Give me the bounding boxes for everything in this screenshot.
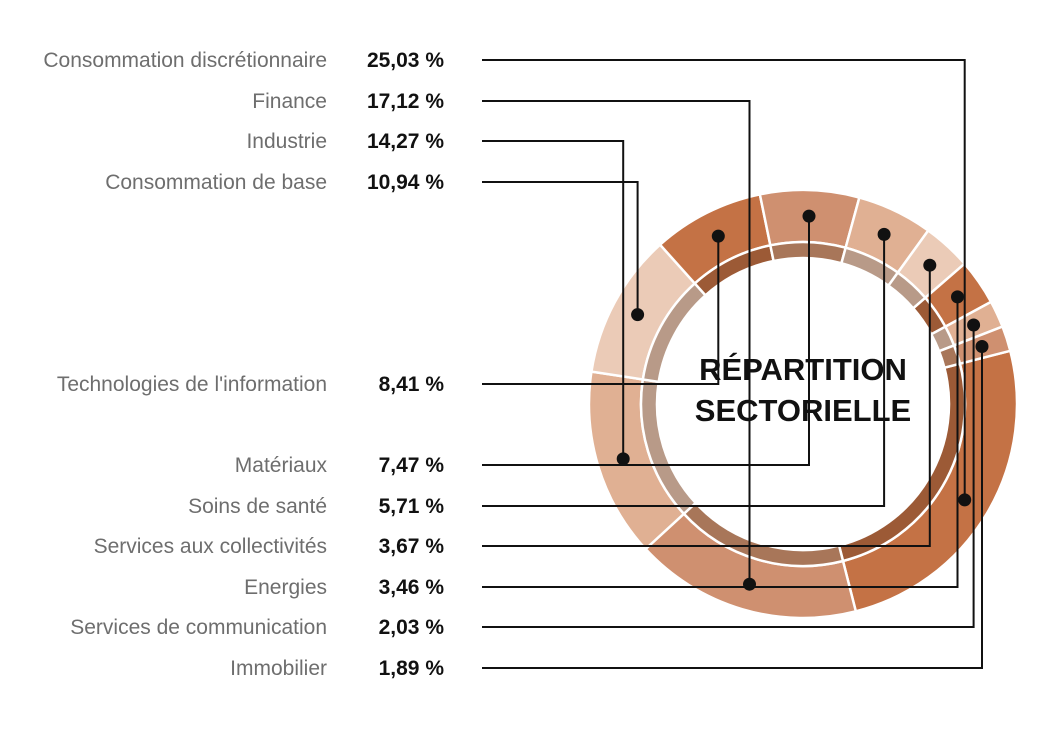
value-label: 5,71 % <box>379 495 445 518</box>
segment-marker-dot <box>616 452 630 466</box>
category-label: Consommation discrétionnaire <box>43 49 327 72</box>
leader-line <box>482 59 966 500</box>
leader-line <box>482 234 886 507</box>
value-label: 8,41 % <box>379 373 445 396</box>
donut-inner-segment <box>937 343 962 370</box>
value-label: 17,12 % <box>367 90 444 113</box>
chart-title-line-1: RÉPARTITION <box>699 352 907 387</box>
leader-line <box>482 325 975 628</box>
segment-marker-dot <box>951 290 964 304</box>
value-label: 14,27 % <box>367 130 444 153</box>
segment-marker-dot <box>967 318 981 332</box>
value-label: 25,03 % <box>367 49 444 72</box>
donut-inner-segment <box>768 240 848 265</box>
category-label: Soins de santé <box>188 495 327 518</box>
segment-marker-dot <box>631 308 645 322</box>
leader-lines <box>482 59 989 669</box>
category-label: Services de communication <box>70 616 327 639</box>
value-label: 3,46 % <box>379 576 445 599</box>
segment-marker-dot <box>975 340 989 353</box>
leader-line <box>482 265 931 547</box>
leader-line <box>482 140 625 459</box>
category-label: Matériaux <box>235 454 328 477</box>
segment-marker-dot <box>711 229 725 243</box>
segment-marker-dot <box>743 577 756 591</box>
leader-line <box>482 100 751 585</box>
segment-marker-dot <box>958 493 972 507</box>
value-label: 3,67 % <box>379 535 445 558</box>
category-label: Services aux collectivités <box>94 535 327 558</box>
category-label: Immobilier <box>230 657 327 680</box>
value-label: 1,89 % <box>379 657 445 680</box>
category-label: Consommation de base <box>105 171 327 194</box>
value-label: 2,03 % <box>379 616 445 639</box>
chart-title-line-2: SECTORIELLE <box>695 393 911 428</box>
value-label: 7,47 % <box>379 454 445 477</box>
leader-line <box>482 296 959 588</box>
category-label: Energies <box>244 576 327 599</box>
category-label: Technologies de l'information <box>57 373 327 396</box>
donut-segment <box>587 370 686 551</box>
leader-line <box>482 346 983 669</box>
category-labels: Consommation discrétionnaire 25,03 % Finan… <box>43 49 444 680</box>
segment-marker-dot <box>877 227 891 241</box>
category-label: Finance <box>252 90 327 113</box>
segment-marker-dot <box>802 209 816 223</box>
leader-line <box>482 236 720 385</box>
leader-line <box>482 181 639 315</box>
category-label: Industrie <box>246 130 327 153</box>
leader-line <box>482 216 810 466</box>
value-label: 10,94 % <box>367 171 444 194</box>
segment-marker-dot <box>923 258 937 272</box>
